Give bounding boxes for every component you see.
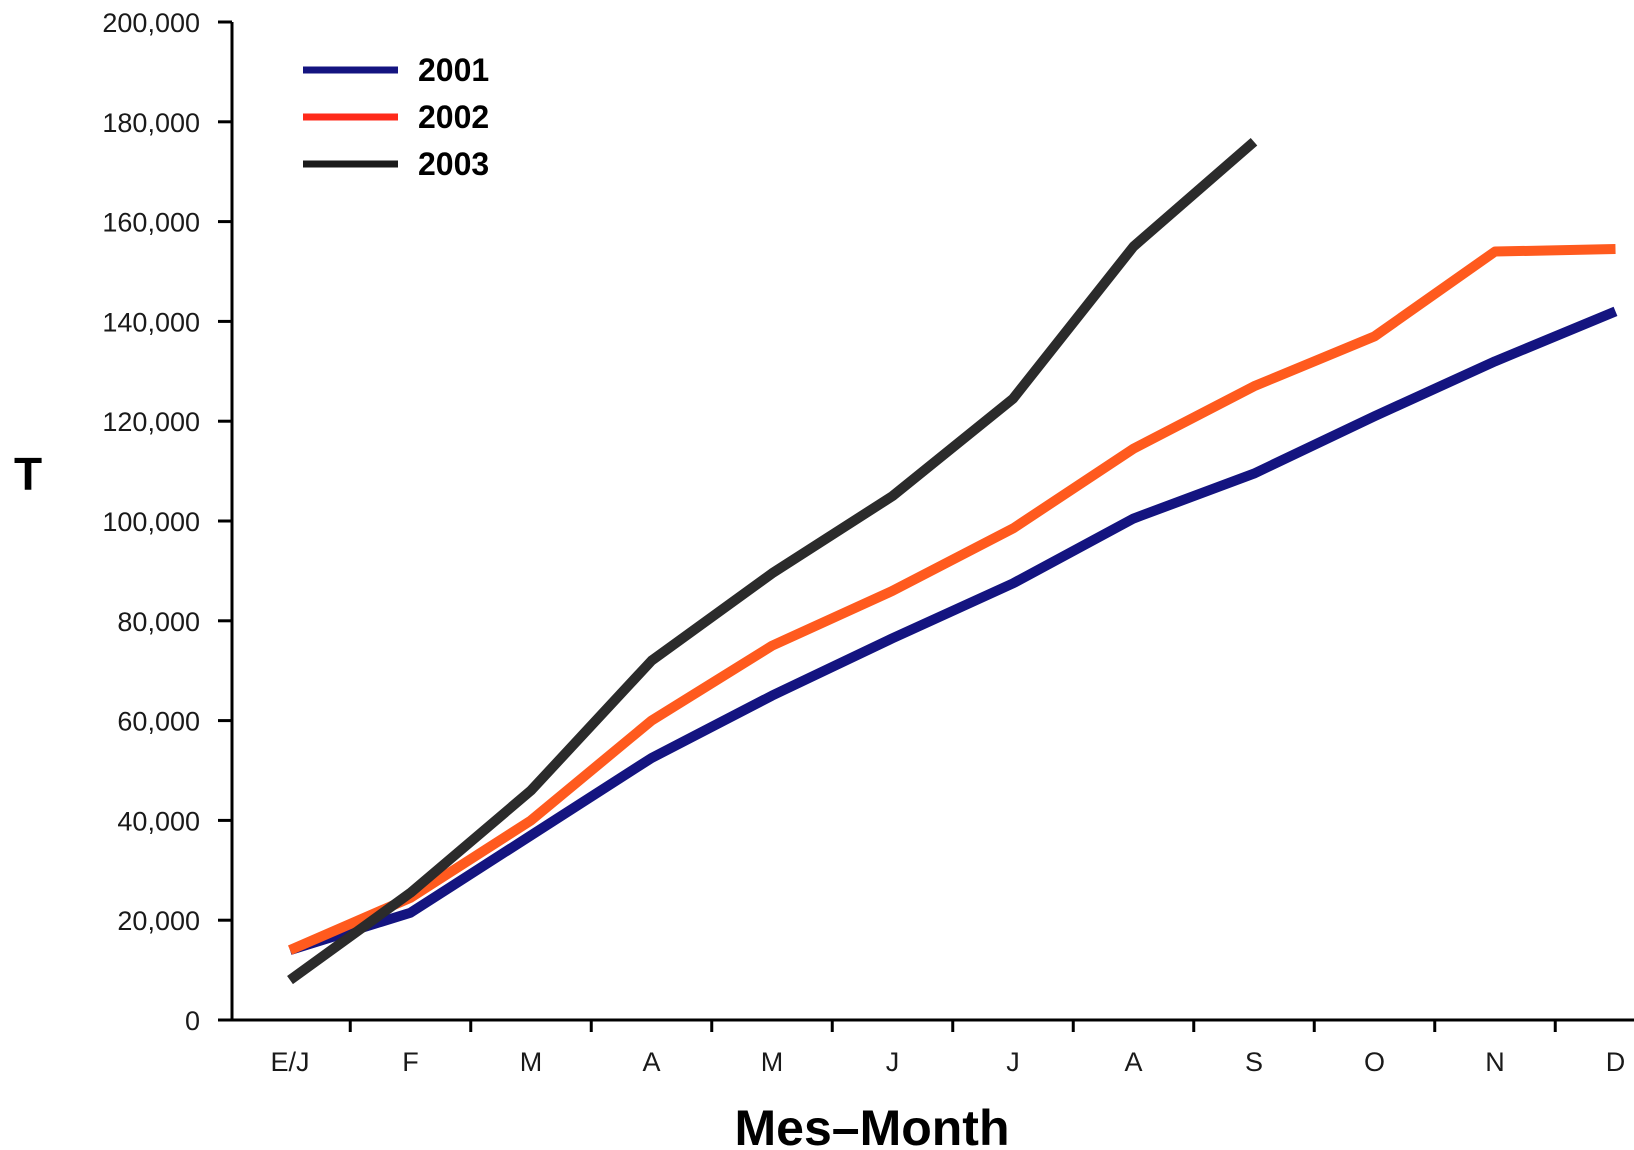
x-ticks: E/J F M A M J J A S O N D [270,1020,1625,1077]
y-tick-label: 80,000 [117,607,200,637]
y-tick-label: 60,000 [117,707,200,737]
legend: 2001 2002 2003 [303,52,489,182]
x-tick-label: J [1006,1047,1020,1077]
x-tick-label: F [402,1047,419,1077]
series-line-2001 [288,306,1618,955]
legend-label-2002: 2002 [418,99,489,135]
y-tick-label: 120,000 [102,407,200,437]
x-tick-label: N [1485,1047,1505,1077]
y-tick-label: 100,000 [102,507,200,537]
x-tick-label: S [1245,1047,1263,1077]
y-tick-label: 40,000 [117,806,200,836]
x-tick-label: E/J [270,1047,309,1077]
x-tick-label: A [1124,1047,1142,1077]
x-tick-label: M [761,1047,784,1077]
y-tick-label: 140,000 [102,307,200,337]
y-tick-label: 20,000 [117,906,200,936]
y-tick-label: 200,000 [102,8,200,38]
x-tick-label: A [642,1047,660,1077]
x-tick-label: D [1606,1047,1626,1077]
series-line-2003 [287,137,1258,985]
y-ticks: 0 20,000 40,000 60,000 80,000 100,000 120,000 1… [102,8,232,1036]
y-tick-label: 180,000 [102,108,200,138]
y-tick-label: 0 [185,1006,200,1036]
x-tick-label: O [1364,1047,1385,1077]
y-axis-title: T [14,448,42,500]
series-lines [287,137,1618,985]
legend-label-2001: 2001 [418,52,489,88]
series-line-2002 [288,244,1616,955]
legend-label-2003: 2003 [418,146,489,182]
x-tick-label: M [520,1047,543,1077]
y-tick-label: 160,000 [102,208,200,238]
x-axis-title: Mes–Month [735,1100,1010,1150]
x-tick-label: J [886,1047,900,1077]
